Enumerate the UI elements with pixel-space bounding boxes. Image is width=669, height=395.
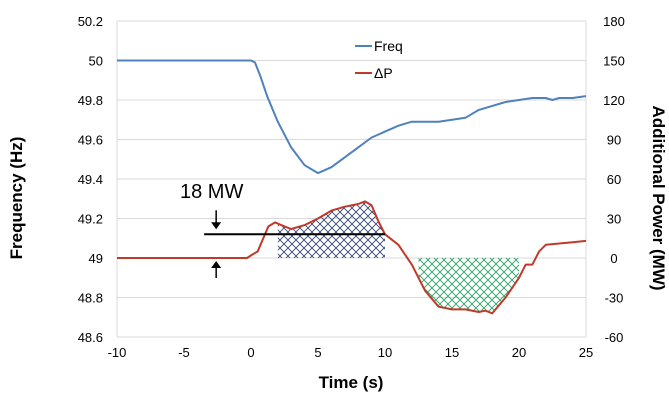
y-axis-title: Frequency (Hz) — [7, 137, 26, 260]
x-tick-label: 15 — [445, 345, 459, 360]
y2-tick-label: -30 — [605, 291, 624, 306]
y2-tick-label: 60 — [607, 172, 621, 187]
shaded-region-1 — [277, 201, 385, 258]
x-tick-label: -10 — [108, 345, 127, 360]
legend: Freq ΔP — [355, 38, 403, 81]
y-tick-label: 49.8 — [78, 93, 103, 108]
dp-line — [117, 200, 587, 315]
y-tick-label: 49.4 — [78, 172, 103, 187]
annotation-label: 18 MW — [180, 181, 243, 203]
y-tick-label: 50.2 — [78, 14, 103, 29]
x-tick-label: 20 — [512, 345, 526, 360]
x-tick-label: -5 — [178, 345, 190, 360]
shaded-region-2 — [418, 258, 519, 313]
y2-tick-label: 150 — [603, 54, 625, 69]
shaded-regions — [277, 201, 519, 313]
annotation-arrow-up-icon — [211, 261, 222, 268]
y2-tick-label: 120 — [603, 93, 625, 108]
x-axis-title: Time (s) — [319, 373, 384, 392]
legend-dp-label: ΔP — [374, 65, 393, 81]
x-tick-label: 0 — [247, 345, 254, 360]
y2-tick-label: 0 — [610, 251, 617, 266]
x-tick-label: 10 — [378, 345, 392, 360]
tick-labels: -10 -5 0 5 10 15 20 25 48.6 48.8 49 49.2 49.4 49.6 49.… — [78, 14, 625, 360]
x-tick-label: 25 — [579, 345, 593, 360]
x-tick-label: 5 — [314, 345, 321, 360]
y-tick-label: 49 — [89, 251, 103, 266]
y2-tick-label: 180 — [603, 14, 625, 29]
y-tick-label: 49.2 — [78, 212, 103, 227]
annotation-arrow-down-icon — [211, 222, 222, 230]
grid-lines — [116, 20, 587, 338]
freq-line — [117, 59, 587, 175]
legend-freq-label: Freq — [374, 38, 403, 54]
y-tick-label: 48.8 — [78, 291, 103, 306]
y2-tick-label: 90 — [607, 133, 621, 148]
annotation-lines — [204, 210, 385, 278]
y2-axis-title: Additional Power (MW) — [649, 105, 668, 290]
y-tick-label: 48.6 — [78, 330, 103, 345]
y-tick-label: 49.6 — [78, 133, 103, 148]
y2-tick-label: -60 — [605, 330, 624, 345]
y-tick-label: 50 — [89, 54, 103, 69]
y2-tick-label: 30 — [607, 212, 621, 227]
series-lines — [117, 59, 587, 315]
